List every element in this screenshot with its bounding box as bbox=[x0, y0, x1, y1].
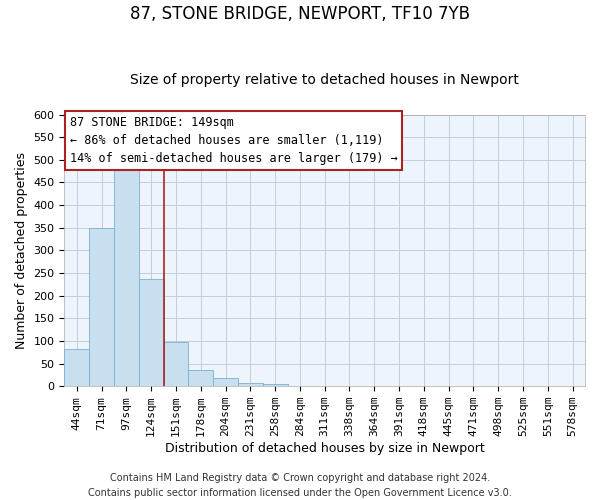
X-axis label: Distribution of detached houses by size in Newport: Distribution of detached houses by size … bbox=[165, 442, 485, 455]
Bar bbox=[164, 342, 188, 386]
Text: 87 STONE BRIDGE: 149sqm
← 86% of detached houses are smaller (1,119)
14% of semi: 87 STONE BRIDGE: 149sqm ← 86% of detache… bbox=[70, 116, 397, 165]
Text: 87, STONE BRIDGE, NEWPORT, TF10 7YB: 87, STONE BRIDGE, NEWPORT, TF10 7YB bbox=[130, 5, 470, 23]
Bar bbox=[263, 384, 287, 386]
Bar bbox=[64, 348, 89, 386]
Bar bbox=[89, 228, 114, 386]
Bar bbox=[188, 370, 213, 386]
Bar bbox=[114, 170, 139, 386]
Y-axis label: Number of detached properties: Number of detached properties bbox=[15, 152, 28, 349]
Bar bbox=[139, 280, 164, 386]
Bar bbox=[238, 383, 263, 386]
Text: Contains HM Land Registry data © Crown copyright and database right 2024.
Contai: Contains HM Land Registry data © Crown c… bbox=[88, 472, 512, 498]
Bar bbox=[213, 378, 238, 386]
Title: Size of property relative to detached houses in Newport: Size of property relative to detached ho… bbox=[130, 73, 519, 87]
